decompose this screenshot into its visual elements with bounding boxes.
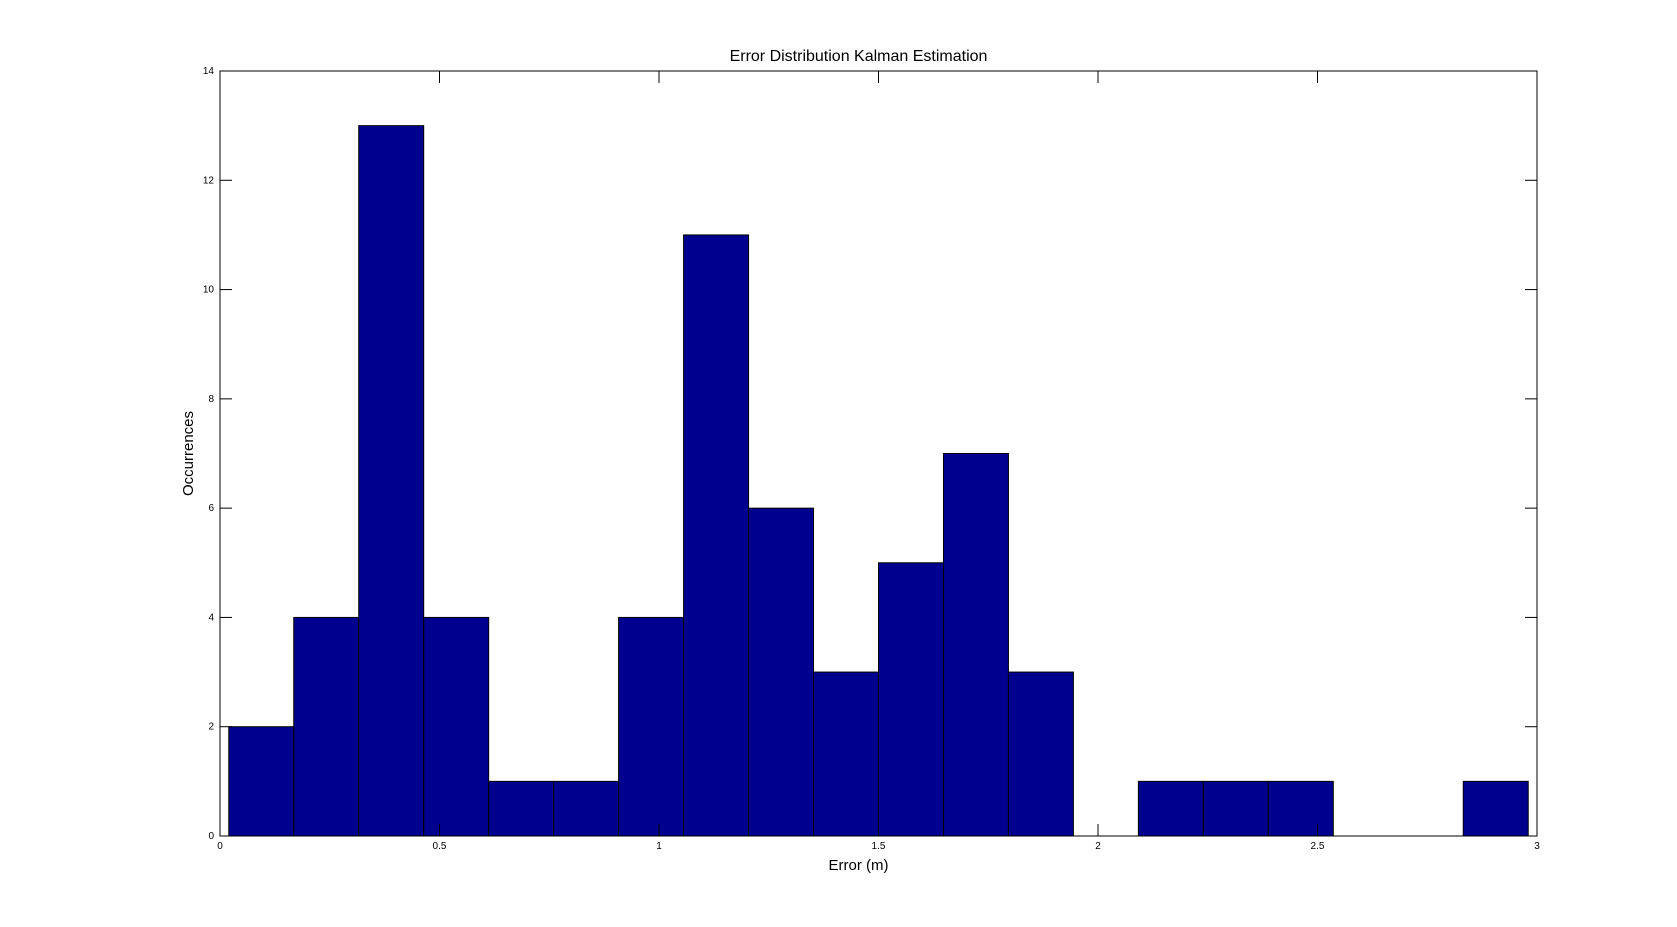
x-tick-label: 3 [1534, 841, 1540, 852]
x-axis-label: Error (m) [829, 857, 889, 874]
y-tick-label: 10 [203, 285, 215, 296]
x-tick-label: 2 [1095, 841, 1101, 852]
x-tick-label: 1 [656, 841, 662, 852]
histogram-bar [878, 562, 944, 837]
histogram-bar [942, 453, 1009, 837]
histogram-bar [748, 507, 815, 837]
y-tick-label: 12 [203, 175, 215, 186]
histogram-bar [423, 616, 490, 837]
histogram-bar [813, 671, 880, 837]
histogram-bar [1137, 780, 1204, 837]
histogram-bar [358, 125, 425, 837]
histogram-bars [228, 125, 1529, 837]
histogram-bar [683, 234, 750, 837]
x-tick-label: 0 [217, 841, 223, 852]
histogram-bar [1462, 780, 1529, 837]
y-axis-label: Occurrences [180, 411, 197, 496]
y-tick-label: 0 [208, 831, 214, 842]
histogram-bar [488, 780, 555, 837]
histogram-bar [618, 616, 685, 837]
histogram-bar [1202, 780, 1269, 837]
x-tick-label: 2.5 [1311, 841, 1325, 852]
histogram-bar [553, 780, 620, 837]
y-tick-label: 4 [208, 612, 214, 623]
histogram-bar [1007, 671, 1074, 837]
x-tick-label: 1.5 [872, 841, 886, 852]
y-tick-label: 14 [203, 66, 215, 77]
y-tick-label: 8 [208, 394, 214, 405]
axis-ticks: 0 0.5 1 1.5 2 2.5 3 0 2 4 6 8 10 12 14 [203, 66, 1540, 852]
y-tick-label: 6 [208, 503, 214, 514]
x-tick-label: 0.5 [433, 841, 447, 852]
histogram-bar [228, 726, 295, 837]
histogram-bar [1267, 780, 1334, 837]
y-tick-label: 2 [208, 722, 214, 733]
histogram-bar [293, 616, 360, 837]
chart-title: Error Distribution Kalman Estimation [730, 48, 988, 65]
